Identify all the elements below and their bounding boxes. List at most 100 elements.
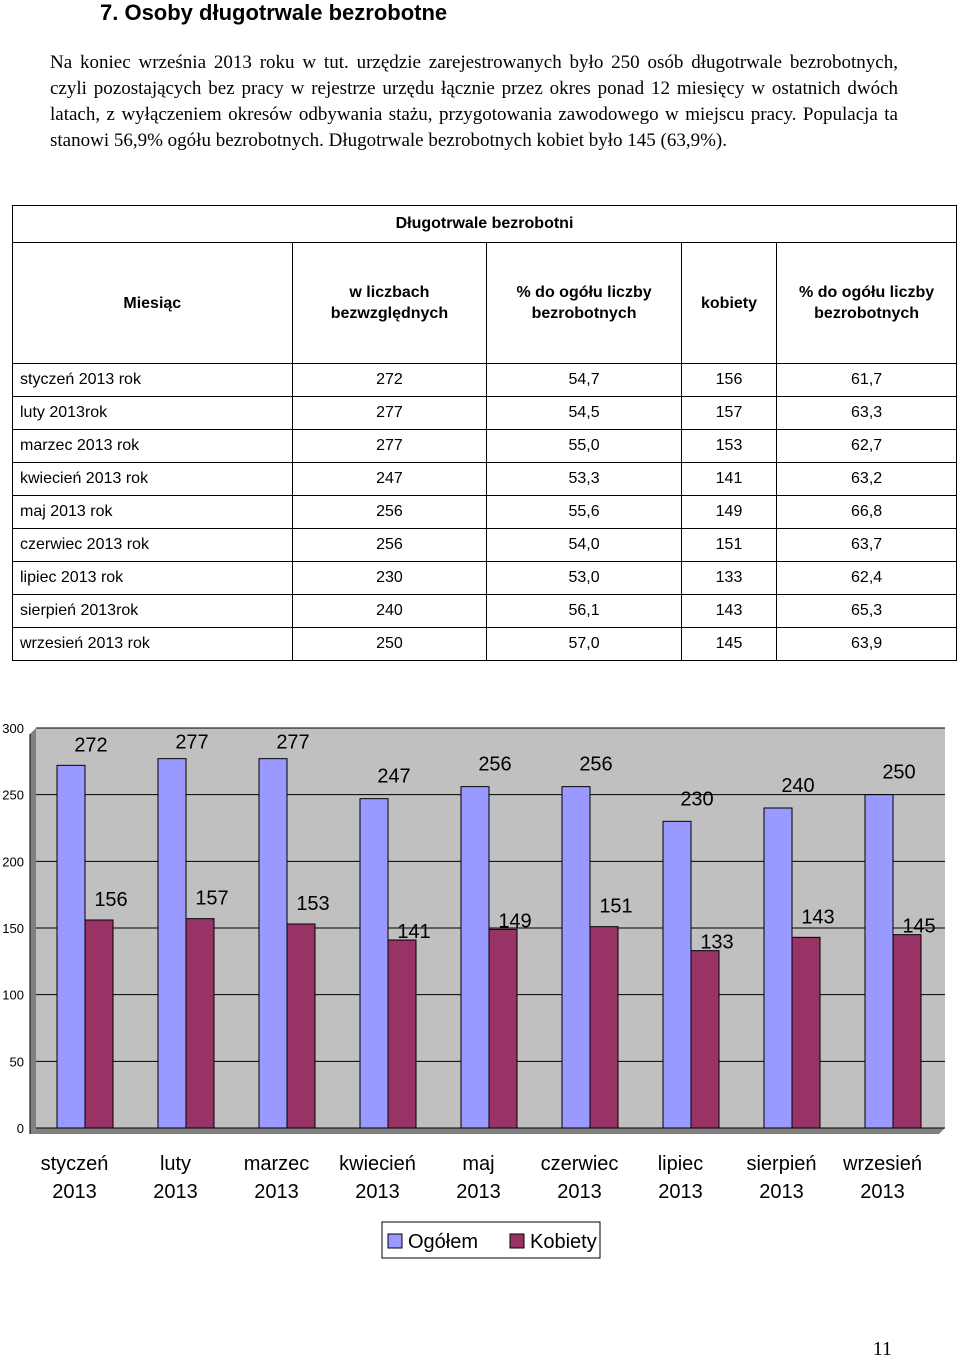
legend-label: Kobiety xyxy=(530,1231,597,1253)
table-cell: 133 xyxy=(680,561,778,595)
table-row: kwiecień 2013 rok 247 53,3 141 63,2 xyxy=(12,462,957,496)
unemployment-bar-chart: 0 50 100 150 200 250 300 272 277 277 247 256 256 230 2… xyxy=(2,721,945,1259)
table-cell: 61,7 xyxy=(776,363,957,397)
table-cell: 65,3 xyxy=(776,594,957,628)
bar-women xyxy=(286,923,316,1129)
table-cell: 56,1 xyxy=(486,594,682,628)
y-tick-label: 50 xyxy=(10,1054,24,1069)
x-tick-label: 2013 xyxy=(658,1181,703,1203)
table-row: maj 2013 rok 256 55,6 149 66,8 xyxy=(12,495,957,529)
data-label: 145 xyxy=(902,916,935,938)
table-cell: sierpień 2013rok xyxy=(12,594,293,628)
table-cell: 240 xyxy=(291,594,488,628)
table-cell: 62,4 xyxy=(776,561,957,595)
y-tick-label: 200 xyxy=(2,854,24,869)
legend-swatch xyxy=(509,1233,525,1249)
legend-swatch xyxy=(387,1233,403,1249)
table-cell: lipiec 2013 rok xyxy=(12,561,293,595)
x-tick-label: 2013 xyxy=(759,1181,804,1203)
table-cell: 63,2 xyxy=(776,462,957,496)
x-tick-label: marzec xyxy=(244,1153,310,1175)
x-tick-label: 2013 xyxy=(456,1181,501,1203)
header-women: kobiety xyxy=(680,242,778,364)
data-label: 277 xyxy=(175,732,208,754)
y-tick-label: 150 xyxy=(2,921,24,936)
long-term-unemployed-table: Długotrwale bezrobotni Miesiąc w liczbac… xyxy=(12,205,957,661)
table-cell: 55,0 xyxy=(486,429,682,463)
table-title: Długotrwale bezrobotni xyxy=(12,205,957,243)
table-cell: 141 xyxy=(680,462,778,496)
plot-floor xyxy=(30,1128,945,1134)
table-cell: 277 xyxy=(291,429,488,463)
bar-women xyxy=(690,950,720,1129)
x-tick-label: 2013 xyxy=(52,1181,97,1203)
table-cell: marzec 2013 rok xyxy=(12,429,293,463)
data-label: 151 xyxy=(599,896,632,918)
data-label: 230 xyxy=(680,788,713,810)
table-row: sierpień 2013rok 240 56,1 143 65,3 xyxy=(12,594,957,628)
table-cell: 157 xyxy=(680,396,778,430)
table-cell: 143 xyxy=(680,594,778,628)
y-tick-label: 100 xyxy=(2,988,24,1003)
bar-total xyxy=(561,786,591,1129)
bar-total xyxy=(157,758,187,1129)
bar-women xyxy=(791,936,821,1129)
data-label: 272 xyxy=(74,734,107,756)
table-cell: 63,3 xyxy=(776,396,957,430)
x-tick-label: wrzesień xyxy=(842,1153,922,1175)
table-cell: 230 xyxy=(291,561,488,595)
table-cell: czerwiec 2013 rok xyxy=(12,528,293,562)
x-tick-label: 2013 xyxy=(153,1181,198,1203)
table-row: styczeń 2013 rok 272 54,7 156 61,7 xyxy=(12,363,957,397)
header-percent-total: % do ogółu liczby bezrobotnych xyxy=(486,242,682,364)
table-cell: 62,7 xyxy=(776,429,957,463)
data-label: 277 xyxy=(276,732,309,754)
data-label: 256 xyxy=(478,754,511,776)
plot-side-wall xyxy=(30,728,36,1134)
data-label: 247 xyxy=(377,766,410,788)
bar-women xyxy=(84,919,114,1129)
table-cell: 54,5 xyxy=(486,396,682,430)
y-tick-label: 250 xyxy=(2,788,24,803)
data-label: 149 xyxy=(498,910,531,932)
table-cell: kwiecień 2013 rok xyxy=(12,462,293,496)
table-row: lipiec 2013 rok 230 53,0 133 62,4 xyxy=(12,561,957,595)
bar-women xyxy=(488,928,518,1129)
data-label: 240 xyxy=(781,775,814,797)
bar-women xyxy=(387,939,417,1129)
table-cell: 256 xyxy=(291,528,488,562)
bar-total xyxy=(56,764,86,1129)
table-cell: 55,6 xyxy=(486,495,682,529)
x-tick-label: 2013 xyxy=(557,1181,602,1203)
x-tick-label: maj xyxy=(462,1153,494,1175)
page-number: 11 xyxy=(872,1338,892,1360)
data-label: 153 xyxy=(296,893,329,915)
table-cell: wrzesień 2013 rok xyxy=(12,627,293,661)
table-cell: 63,7 xyxy=(776,528,957,562)
table-row: marzec 2013 rok 277 55,0 153 62,7 xyxy=(12,429,957,463)
bar-total xyxy=(258,758,288,1129)
table-cell: 63,9 xyxy=(776,627,957,661)
table-cell: 151 xyxy=(680,528,778,562)
bar-women xyxy=(892,934,922,1129)
bar-women xyxy=(589,926,619,1129)
table-cell: 149 xyxy=(680,495,778,529)
legend-box xyxy=(381,1221,601,1259)
x-tick-label: lipiec xyxy=(658,1153,704,1175)
table-row: luty 2013rok 277 54,5 157 63,3 xyxy=(12,396,957,430)
data-label: 250 xyxy=(882,762,915,784)
table-cell: 53,0 xyxy=(486,561,682,595)
x-tick-label: 2013 xyxy=(254,1181,299,1203)
bar-total xyxy=(763,807,793,1129)
bar-total xyxy=(359,798,389,1129)
table-cell: 54,0 xyxy=(486,528,682,562)
table-cell: 156 xyxy=(680,363,778,397)
legend-label: Ogółem xyxy=(408,1231,478,1253)
y-tick-label: 0 xyxy=(17,1121,24,1136)
header-percent-women: % do ogółu liczby bezrobotnych xyxy=(776,242,957,364)
x-tick-label: czerwiec xyxy=(541,1153,619,1175)
table-cell: maj 2013 rok xyxy=(12,495,293,529)
bar-total xyxy=(460,786,490,1129)
header-month: Miesiąc xyxy=(12,242,293,364)
table-cell: 57,0 xyxy=(486,627,682,661)
